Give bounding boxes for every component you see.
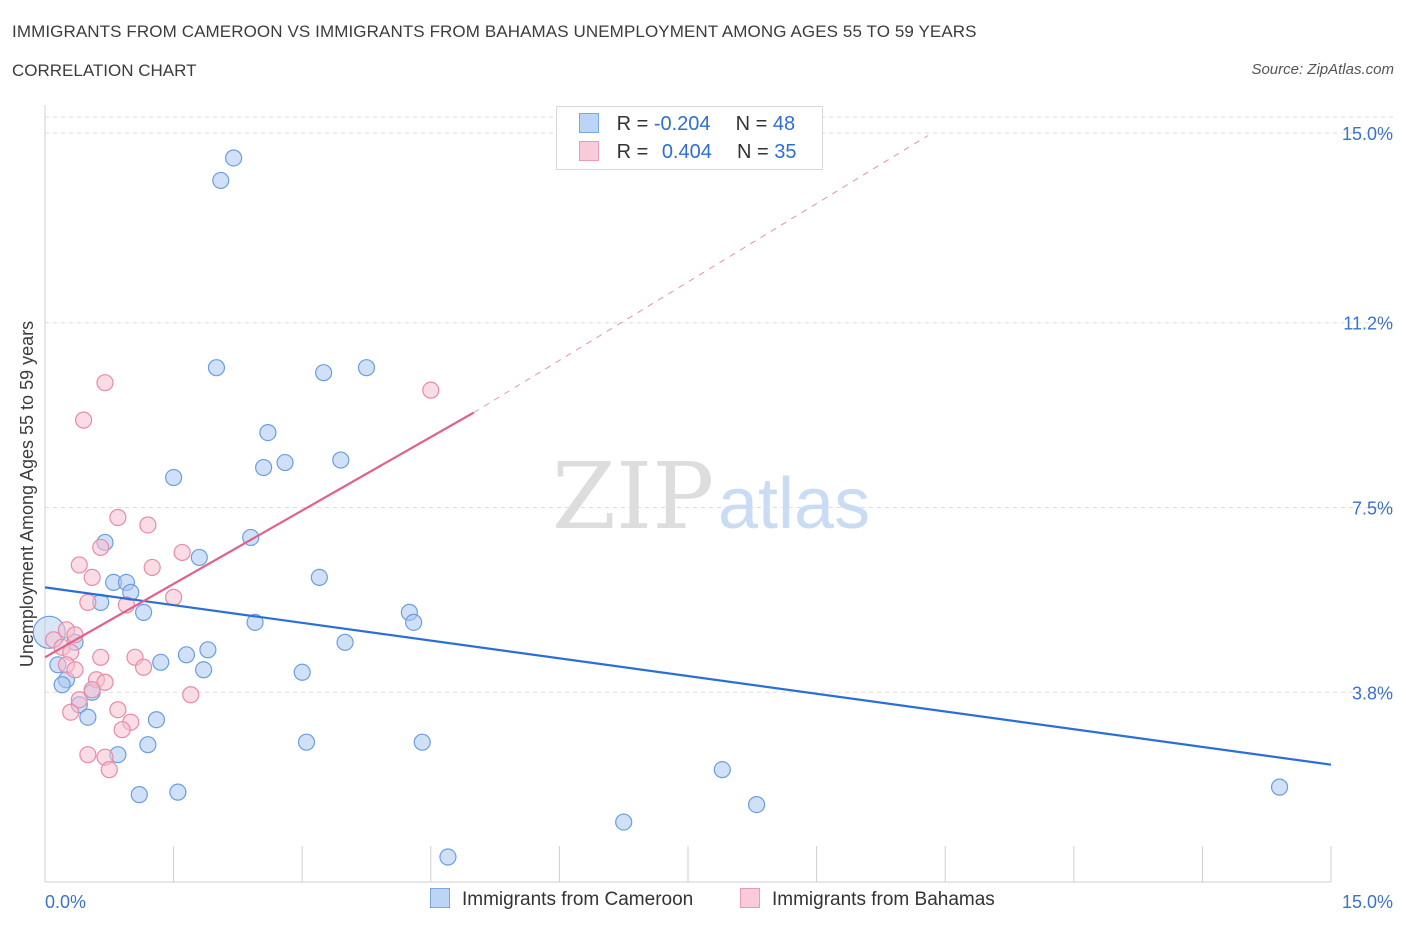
point-cameroon: [259, 424, 277, 442]
point-cameroon: [439, 848, 457, 866]
legend-n-label: N =: [735, 113, 768, 135]
point-bahamas: [96, 374, 114, 392]
point-cameroon: [190, 548, 208, 567]
point-bahamas: [70, 556, 88, 574]
y-tick-label: 3.8%: [1352, 683, 1393, 703]
legend-r-label: R =: [616, 141, 649, 163]
legend-r-label: R =: [616, 113, 649, 135]
point-cameroon: [165, 468, 183, 487]
watermark-zip: ZIP: [552, 443, 714, 550]
watermark: ZIP atlas: [552, 443, 870, 550]
point-cameroon: [53, 676, 71, 694]
watermark-atlas: atlas: [718, 464, 870, 544]
point-cameroon: [336, 633, 354, 651]
point-cameroon: [246, 613, 264, 631]
point-bahamas: [96, 673, 114, 691]
point-cameroon: [357, 359, 376, 377]
trendline-cameroon: [44, 586, 1332, 766]
legend-swatch-pink: [740, 888, 760, 908]
legend-n-label: N =: [737, 141, 769, 163]
trendline-bahamas-extension: [473, 135, 929, 414]
legend-swatch-blue: [579, 113, 599, 133]
point-cameroon: [207, 359, 226, 377]
point-cameroon: [1270, 778, 1289, 796]
point-cameroon: [747, 796, 766, 814]
grid-lines: [45, 116, 1393, 693]
point-cameroon: [177, 646, 196, 664]
point-cameroon: [332, 451, 350, 469]
point-cameroon: [195, 661, 213, 679]
point-bahamas: [143, 558, 161, 577]
point-bahamas: [92, 538, 110, 557]
legend-row-cameroon: R = -0.204 N = 48: [579, 113, 795, 136]
point-bahamas: [165, 588, 183, 606]
stats-legend: R = -0.204 N = 48 R = 0.404 N = 35: [556, 106, 823, 170]
point-cameroon: [79, 708, 97, 726]
tick-labels: 3.8% 7.5% 11.2% 15.0% 0.0% 15.0%: [45, 124, 1393, 912]
point-bahamas: [79, 746, 97, 764]
point-bahamas: [134, 658, 153, 676]
point-cameroon: [310, 568, 328, 587]
point-cameroon: [405, 613, 423, 631]
legend-n-value: 48: [772, 113, 796, 135]
point-bahamas: [70, 691, 88, 709]
legend-swatch-blue: [430, 888, 450, 908]
y-axis-label: Unemployment Among Ages 55 to 59 years: [17, 321, 37, 667]
point-cameroon: [130, 786, 148, 804]
point-cameroon: [199, 641, 217, 659]
point-bahamas: [92, 648, 110, 666]
point-cameroon: [152, 653, 170, 671]
y-tick-label: 7.5%: [1352, 499, 1393, 519]
point-cameroon: [255, 458, 273, 477]
point-cameroon: [276, 453, 294, 472]
axes: [44, 105, 1332, 883]
x-tick-label: 0.0%: [45, 892, 86, 912]
point-bahamas: [79, 593, 97, 611]
trendline-bahamas: [44, 411, 475, 659]
point-bahamas: [74, 411, 93, 429]
point-bahamas: [66, 661, 84, 679]
point-bahamas: [182, 686, 200, 704]
point-cameroon: [297, 733, 316, 751]
point-bahamas: [173, 543, 191, 562]
point-bahamas: [139, 516, 157, 534]
legend-label-cameroon: Immigrants from Cameroon: [462, 889, 694, 910]
legend-item-cameroon[interactable]: Immigrants from Cameroon: [430, 888, 693, 911]
point-cameroon: [147, 711, 166, 729]
point-cameroon: [139, 736, 157, 754]
point-cameroon: [212, 171, 230, 190]
y-tick-label: 11.2%: [1343, 314, 1393, 334]
point-bahamas: [109, 508, 127, 527]
legend-r-value: 0.404: [661, 141, 712, 163]
point-bahamas: [83, 568, 101, 587]
point-bahamas: [62, 703, 80, 721]
y-tick-label: 15.0%: [1342, 124, 1393, 144]
legend-item-bahamas[interactable]: Immigrants from Bahamas: [740, 888, 995, 911]
point-cameroon: [315, 364, 333, 382]
source-note: Source: ZipAtlas.com: [1251, 61, 1394, 78]
point-cameroon: [413, 733, 431, 751]
point-bahamas: [113, 721, 131, 739]
legend-row-bahamas: R = 0.404 N = 35: [579, 141, 797, 164]
point-bahamas: [100, 761, 118, 779]
chart-subtitle: CORRELATION CHART: [12, 61, 197, 80]
legend-label-bahamas: Immigrants from Bahamas: [772, 889, 995, 910]
legend-n-value: 35: [774, 141, 797, 163]
legend-swatch-pink: [579, 141, 599, 161]
trend-lines: [44, 135, 1332, 766]
point-bahamas: [109, 701, 127, 719]
data-points: [32, 149, 1289, 866]
chart-title: IMMIGRANTS FROM CAMEROON VS IMMIGRANTS F…: [12, 22, 977, 41]
point-cameroon: [225, 149, 243, 167]
point-cameroon: [169, 783, 187, 801]
x-tick-label: 15.0%: [1342, 892, 1393, 912]
point-cameroon: [134, 603, 153, 621]
point-cameroon: [293, 663, 311, 681]
point-cameroon: [615, 813, 633, 831]
point-bahamas: [422, 381, 440, 399]
point-bahamas: [83, 681, 101, 699]
legend-r-value: -0.204: [653, 113, 711, 135]
point-cameroon: [713, 761, 731, 779]
